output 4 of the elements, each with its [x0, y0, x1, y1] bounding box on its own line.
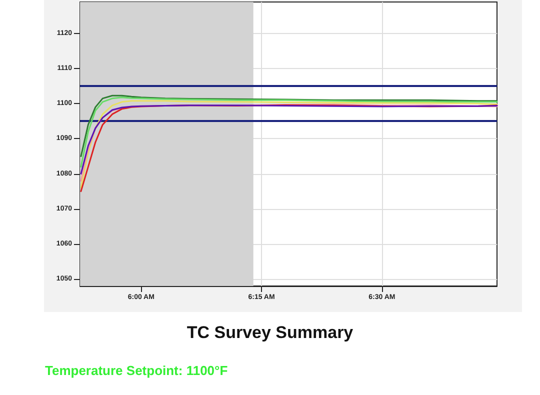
line-series [80, 94, 498, 158]
line-series [80, 96, 498, 168]
text: Temperature Setpoint: 1100°F [45, 363, 228, 378]
text: TC Survey Summary [186, 323, 354, 343]
